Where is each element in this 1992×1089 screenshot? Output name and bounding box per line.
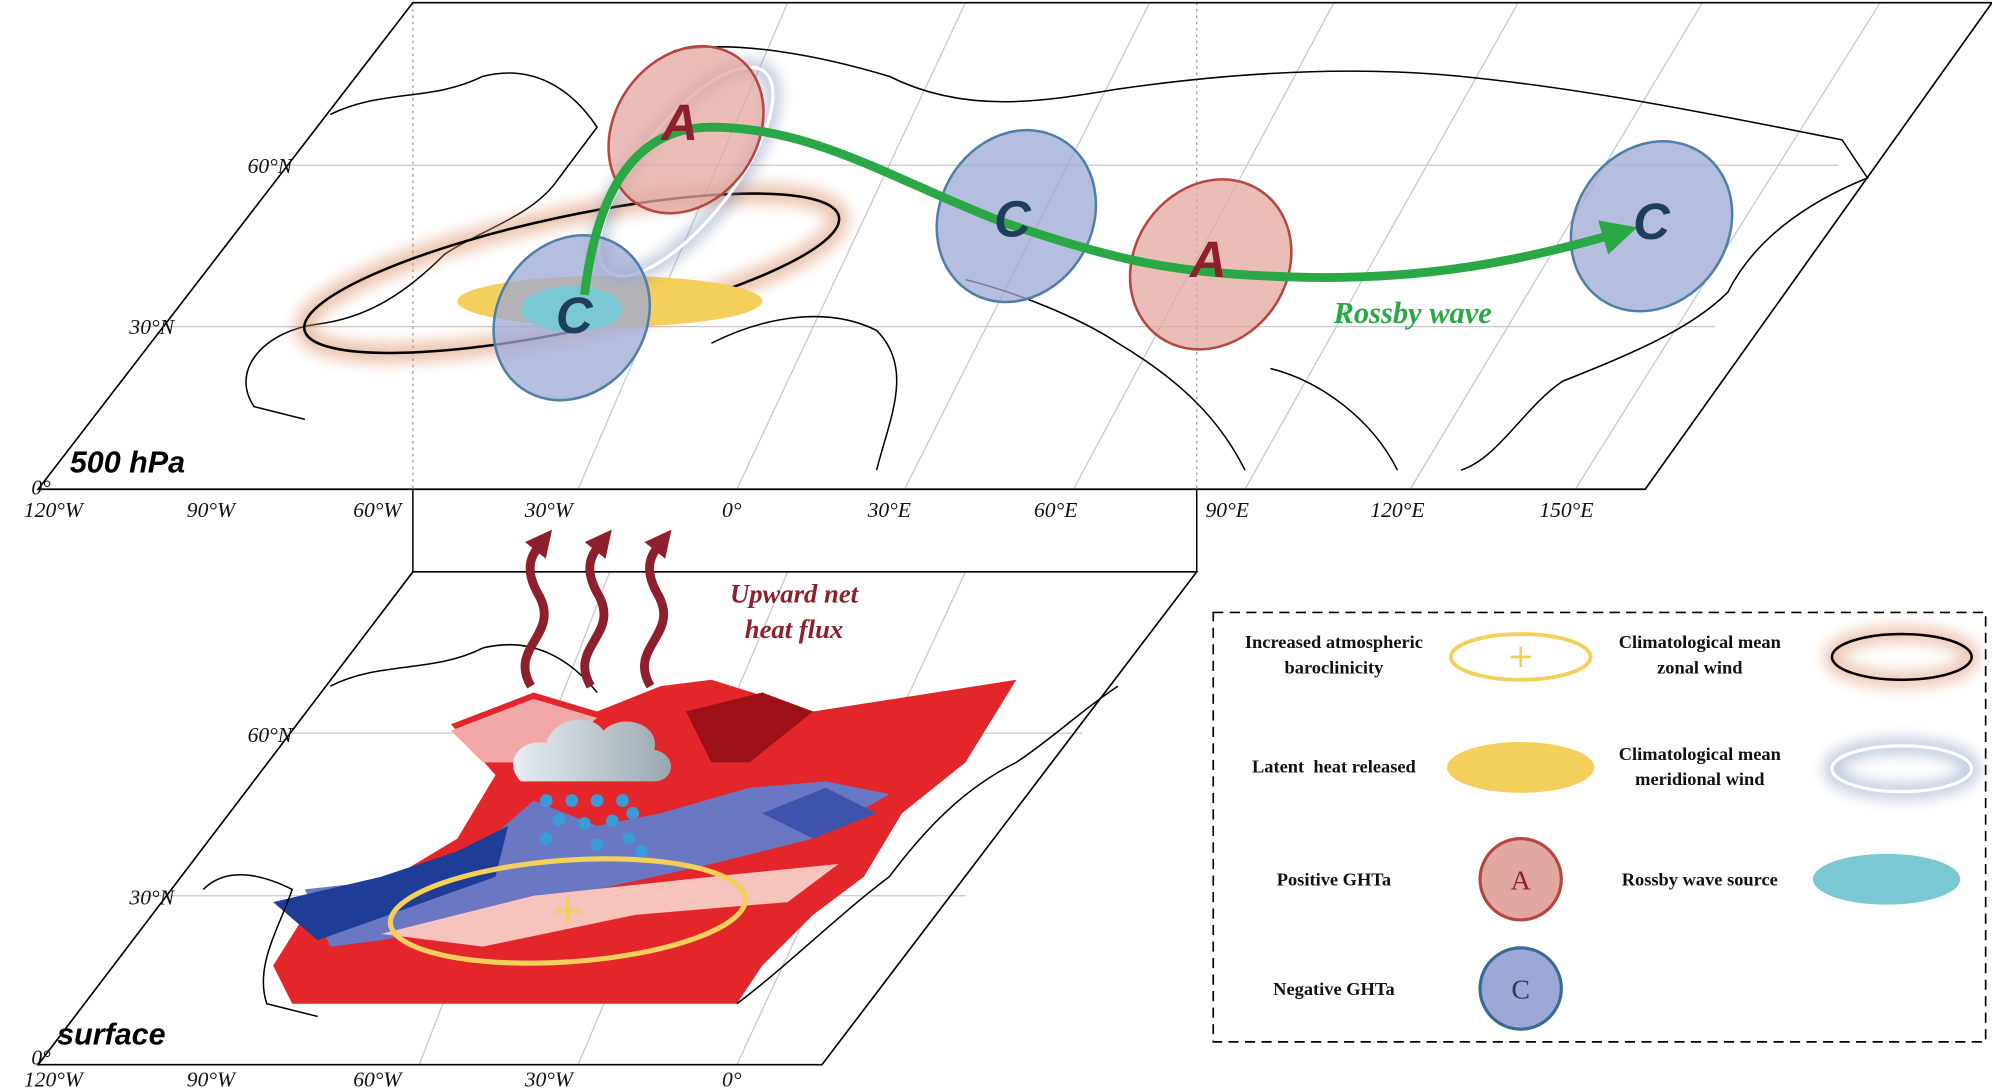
legend-symbol	[1812, 853, 1961, 905]
latitude-label: 0°	[31, 475, 51, 499]
longitude-label: 60°E	[1034, 498, 1077, 522]
longitude-label: 120°E	[1370, 498, 1424, 522]
panel-label: 500 hPa	[70, 446, 185, 480]
heat-flux-label: Upward net	[730, 578, 860, 608]
latitude-label: 30°N	[128, 886, 175, 910]
longitude-label: 90°W	[187, 498, 237, 522]
high-center	[1128, 178, 1293, 351]
longitude-label: 120°W	[24, 1067, 85, 1089]
sst-field	[273, 679, 1017, 1004]
legend-label: Climatological mean	[1619, 632, 1781, 652]
low-center	[1569, 140, 1734, 313]
legend-label: Positive GHTa	[1277, 870, 1391, 890]
longitude-label: 0°	[722, 498, 742, 522]
longitude-label: 0°	[722, 1067, 742, 1089]
plus-mark	[555, 898, 581, 924]
legend-symbol	[1446, 742, 1595, 793]
legend-frame	[1212, 611, 1987, 1043]
legend-symbol	[1448, 632, 1593, 682]
coastlines	[202, 643, 1119, 1018]
longitude-label: 30°W	[524, 498, 575, 522]
center-letter: A	[659, 94, 698, 151]
low-center	[935, 128, 1098, 304]
legend-symbol	[1478, 837, 1563, 922]
longitude-label: 60°W	[353, 1067, 403, 1089]
legend-label: baroclinicity	[1285, 657, 1385, 677]
legend: Increased atmospheric baroclinicity Clim…	[1212, 611, 1987, 1043]
panel-label: surface	[57, 1017, 165, 1051]
legend-symbol-letter: A	[1511, 865, 1531, 896]
top-panel: A C C A C Rossby wave 500 hPa 60°N 30°N …	[24, 1, 1992, 522]
panel-frame	[36, 570, 1199, 1066]
center-letter: C	[1633, 193, 1671, 250]
legend-symbol-letter: C	[1511, 975, 1530, 1006]
longitude-label: 30°E	[867, 498, 911, 522]
legend-label: zonal wind	[1657, 657, 1743, 677]
heat-flux-arrows	[520, 529, 672, 689]
cloud	[513, 719, 672, 858]
longitude-label: 150°E	[1539, 498, 1593, 522]
latitude-label: 0°	[31, 1046, 51, 1070]
longitude-label: 30°W	[524, 1067, 575, 1089]
longitude-label: 60°W	[353, 498, 403, 522]
legend-symbol	[1478, 946, 1563, 1031]
rossby-source	[520, 285, 623, 332]
legend-label: Increased atmospheric	[1245, 632, 1423, 652]
legend-symbol	[1830, 744, 1974, 794]
rossby-wave-label: Rossby wave	[1333, 296, 1492, 330]
baroclinicity	[387, 856, 748, 966]
longitude-label: 120°W	[24, 498, 85, 522]
center-letter: A	[1188, 231, 1227, 288]
rossby-wave-path	[579, 122, 1638, 296]
legend-label: Climatological mean	[1619, 744, 1781, 764]
heat-flux-label: heat flux	[745, 614, 844, 644]
center-letter: C	[994, 190, 1032, 247]
legend-label: Latent heat released	[1252, 757, 1417, 777]
longitude-label: 90°W	[187, 1067, 237, 1089]
legend-label: Rossby wave source	[1622, 870, 1778, 890]
plus-mark	[1510, 646, 1531, 668]
panel-frame	[36, 1, 1992, 491]
legend-symbol	[1830, 632, 1973, 682]
latitude-label: 30°N	[128, 315, 175, 339]
legend-label: Negative GHTa	[1273, 979, 1395, 999]
legend-label: meridional wind	[1635, 769, 1765, 789]
bottom-panel: Upward net heat flux surface 60°N 30°N 0…	[24, 529, 1199, 1089]
latitude-label: 60°N	[248, 154, 294, 178]
center-letter: C	[556, 287, 594, 344]
latitude-label: 60°N	[248, 723, 294, 747]
longitude-label: 90°E	[1206, 498, 1249, 522]
